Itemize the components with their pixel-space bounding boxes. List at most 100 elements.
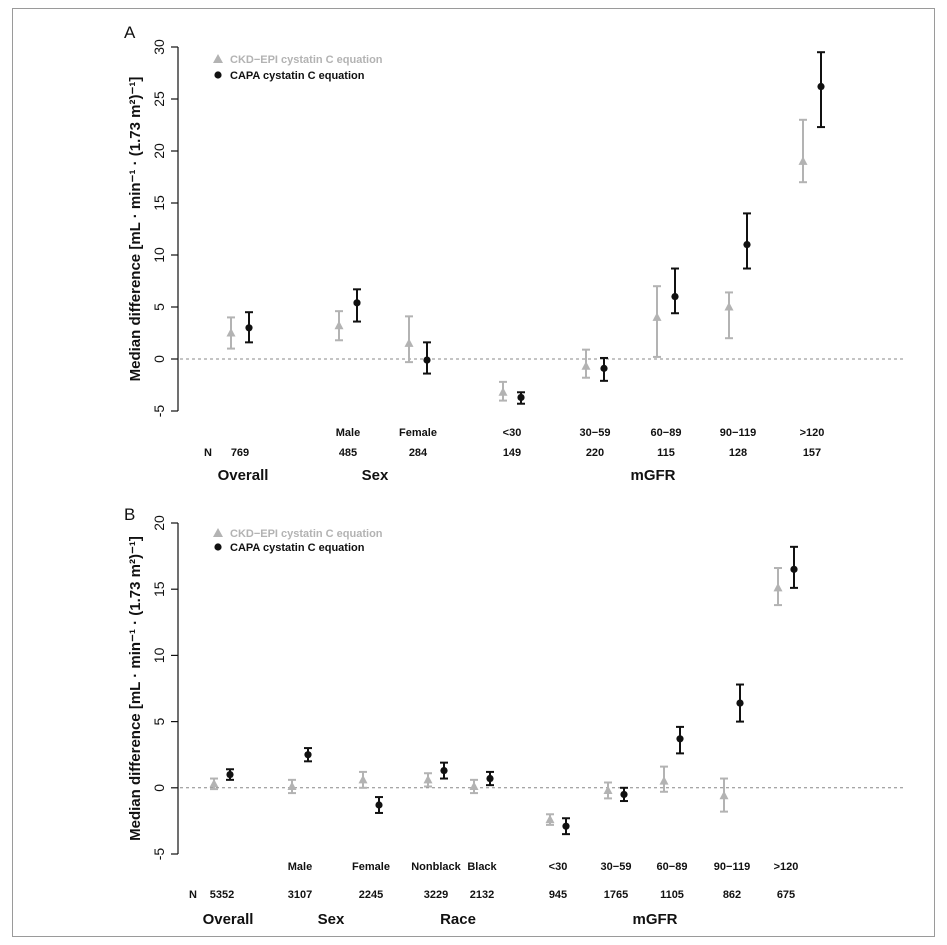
panel-b-group-label-mgfr: mGFR (633, 911, 678, 928)
panel-b-category-label: Male (288, 861, 312, 873)
panel-a-legend-entry-capa: CAPA cystatin C equation (230, 70, 365, 82)
panel-a-capa-point (671, 293, 679, 301)
panel-a-category-label: Female (399, 427, 437, 439)
panel-b-category-label: Female (352, 861, 390, 873)
panel-a-capa-point (600, 364, 608, 372)
panel-a-y-tick-label: 30 (151, 39, 167, 55)
panel-b-category-label: 60−89 (657, 861, 688, 873)
panel-a-legend-entry-ckd: CKD−EPI cystatin C equation (230, 54, 383, 66)
panel-b-category-label: Nonblack (411, 861, 461, 873)
panel-b-capa-point (562, 822, 570, 830)
panel-b-y-tick-label: 0 (151, 784, 167, 792)
panel-a-category-label: 90−119 (720, 427, 756, 439)
panel-a-y-tick-label: 5 (151, 303, 167, 311)
panel-a-n-count: 157 (803, 447, 821, 459)
panel-b-ckd-point (423, 774, 433, 784)
panel-b-ckd-point (719, 790, 729, 800)
panel-b-y-tick-label: 5 (151, 717, 167, 725)
panel-b-n-count: 3229 (424, 889, 448, 901)
panel-b-legend-circle-marker (214, 543, 222, 551)
panel-a-n-count: 485 (339, 447, 357, 459)
panel-b-category-label: 30−59 (601, 861, 632, 873)
panel-a-ckd-point (498, 387, 508, 396)
panel-b-capa-point (676, 735, 684, 743)
panel-b-legend-triangle-marker (213, 528, 223, 537)
panel-b-category-label: 90−119 (714, 861, 750, 873)
panel-b-ckd-point (209, 778, 219, 788)
panel-a-capa-point (245, 324, 253, 332)
panel-b-ckd-point (545, 814, 555, 824)
panel-a-ckd-point (334, 320, 344, 330)
panel-a-capa-point (517, 393, 525, 402)
panel-b-n-count: 675 (777, 889, 795, 901)
panel-b-ckd-point (358, 774, 368, 784)
panel-b-group-label-overall: Overall (203, 911, 254, 928)
panel-a-legend-circle-marker (214, 71, 222, 79)
panel-a-n-count: 128 (729, 447, 747, 459)
panel-a-y-axis-title: Median difference [mL · min⁻¹ · (1.73 m²… (127, 77, 144, 382)
panel-b-capa-point (620, 790, 628, 799)
panel-b-category-label: >120 (774, 861, 799, 873)
panel-a-category-label: 60−89 (651, 427, 682, 439)
panel-a-group-label-overall: Overall (218, 467, 269, 484)
panel-b-n-count: 3107 (288, 889, 312, 901)
panel-a-y-tick-label: 0 (151, 355, 167, 363)
panel-b-capa-point (304, 751, 312, 759)
panel-a-ckd-point (226, 328, 236, 337)
panel-b-y-tick-label: 20 (151, 515, 167, 531)
figure-frame (12, 8, 935, 937)
panel-a-ckd-point (798, 156, 808, 165)
panel-b-n-count: 1105 (660, 889, 684, 901)
panel-a-y-tick-label: 25 (151, 91, 167, 107)
panel-a-legend-triangle-marker (213, 54, 223, 63)
panel-b-n-count: 2245 (359, 889, 383, 901)
panel-a-y-tick-label: 10 (151, 247, 167, 263)
panel-a-n-count: 149 (503, 447, 521, 459)
panel-b-category-label: Black (467, 861, 497, 873)
panel-a-y-tick-label: 15 (151, 195, 167, 211)
panel-a-capa-point (743, 241, 751, 249)
panel-b-ckd-point (469, 781, 479, 790)
panel-b-n-count: 5352 (210, 889, 234, 901)
panel-a-n-count: 220 (586, 447, 604, 459)
panel-b-letter: B (124, 505, 135, 524)
panel-a-category-label: 30−59 (580, 427, 611, 439)
panel-b-capa-point (440, 766, 448, 775)
panel-b-ckd-point (659, 776, 669, 785)
panel-b-capa-point (375, 801, 383, 809)
panel-b-y-axis-title: Median difference [mL · min⁻¹ · (1.73 m²… (127, 536, 144, 841)
panel-b-legend-entry-ckd: CKD−EPI cystatin C equation (230, 528, 383, 540)
panel-b-capa-point (226, 770, 234, 779)
panel-a-n-count: 769 (231, 447, 249, 459)
panel-b-capa-point (736, 699, 744, 707)
panel-b-group-label-sex: Sex (318, 911, 345, 928)
panel-a-n-count: 284 (409, 447, 428, 459)
panel-a-category-label: <30 (503, 427, 522, 439)
panel-a-category-label: >120 (800, 427, 825, 439)
panel-b-y-tick-label: 10 (151, 647, 167, 663)
panel-b-ckd-point (287, 781, 297, 790)
panel-a-y-tick-label: -5 (151, 405, 167, 418)
panel-a-ckd-point (652, 312, 662, 321)
panel-b-n-count: 2132 (470, 889, 494, 901)
panel-a-capa-point (353, 299, 361, 307)
panel-a-category-label: Male (336, 427, 360, 439)
panel-b-legend-entry-capa: CAPA cystatin C equation (230, 542, 365, 554)
panel-b-category-label: <30 (549, 861, 568, 873)
panel-b-group-label-race: Race (440, 911, 476, 928)
panel-b-n-prefix: N (189, 889, 197, 901)
panel-b-y-tick-label: -5 (151, 848, 167, 861)
panel-b-capa-point (486, 774, 494, 783)
panel-b-ckd-point (603, 785, 613, 794)
panel-a-group-label-mgfr: mGFR (631, 467, 676, 484)
panel-a-y-tick-label: 20 (151, 143, 167, 159)
panel-b-y-tick-label: 15 (151, 581, 167, 597)
panel-a-ckd-point (581, 361, 591, 370)
panel-b-n-count: 945 (549, 889, 567, 901)
panel-b-capa-point (790, 565, 798, 573)
panel-a-group-label-sex: Sex (362, 467, 389, 484)
panel-a-n-prefix: N (204, 447, 212, 459)
panel-a-n-count: 115 (657, 447, 675, 459)
panel-a-letter: A (124, 23, 136, 42)
